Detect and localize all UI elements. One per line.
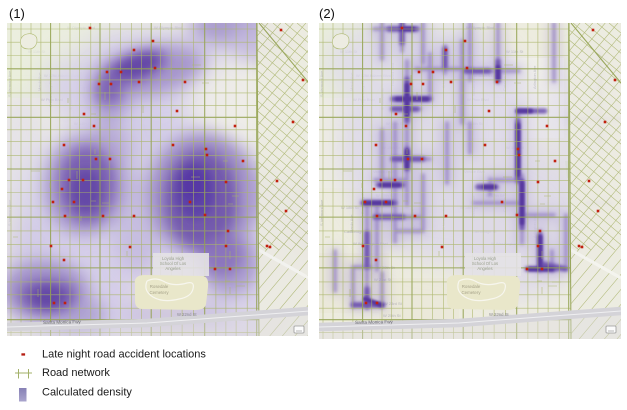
svg-text:Calculated density: Calculated density: [42, 387, 132, 399]
svg-text:Late night road accident locat: Late night road accident locations: [42, 349, 206, 361]
svg-text:Road network: Road network: [42, 367, 110, 379]
svg-text:(1): (1): [9, 6, 25, 21]
svg-text:(2): (2): [319, 6, 335, 21]
